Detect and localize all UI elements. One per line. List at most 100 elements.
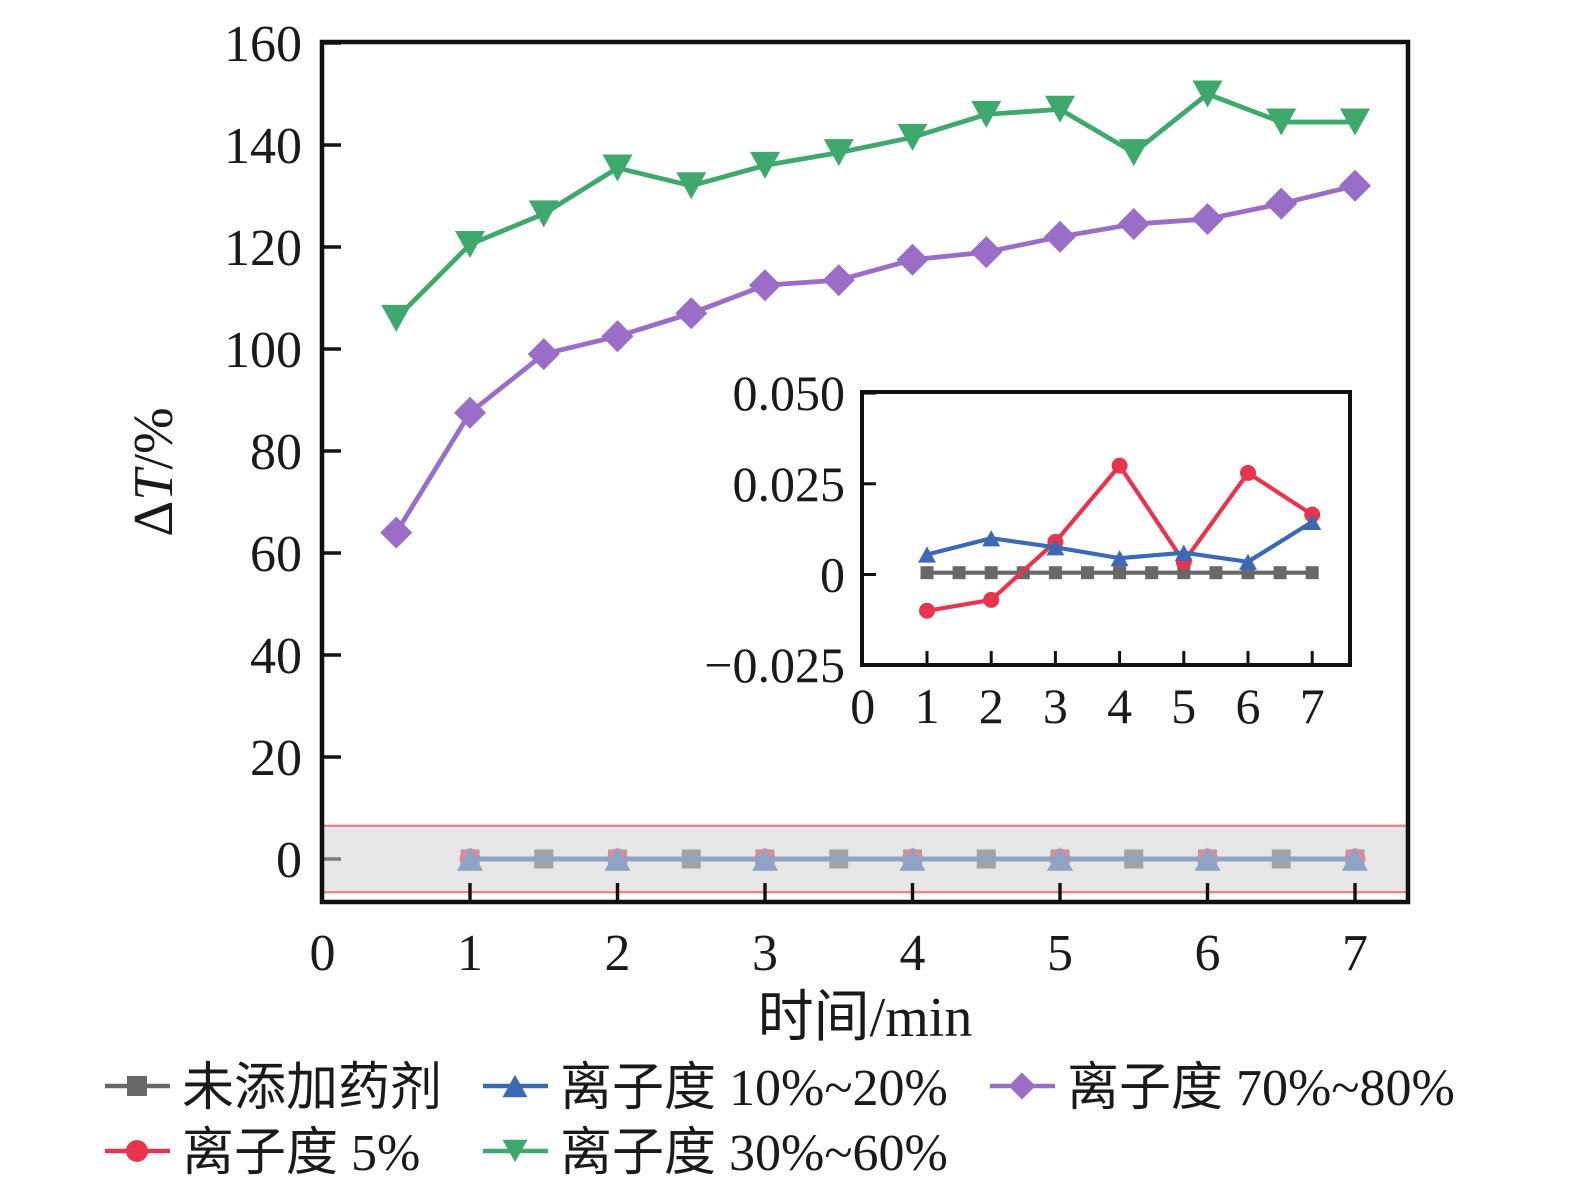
series-marker-diamond-purple (1044, 220, 1076, 253)
series-marker-triangle-up-blue (1239, 553, 1257, 570)
x-tick-label: 5 (1047, 925, 1073, 982)
series-marker-diamond-purple (1117, 208, 1150, 241)
y-tick-label: 0.025 (733, 456, 846, 512)
series-marker-triangle-down-green (381, 304, 412, 332)
series-marker-square-gray (1209, 566, 1223, 580)
series-marker-diamond-purple (601, 320, 634, 353)
y-tick-label: 0 (276, 832, 302, 889)
series-marker-triangle-down-green (750, 151, 780, 179)
y-tick-label: 20 (250, 730, 302, 787)
legend-entry: 未添加药剂 (105, 1060, 442, 1117)
series-marker-triangle-down-green (528, 200, 559, 228)
x-tick-label: 0 (850, 678, 875, 734)
x-tick-label: 1 (915, 678, 940, 734)
series-marker-triangle-down-green (897, 123, 928, 151)
x-tick-label: 2 (605, 925, 631, 982)
x-tick-label: 6 (1195, 925, 1221, 982)
legend-label: 离子度 70%~80% (1067, 1060, 1455, 1117)
series-line-green (394, 91, 1355, 321)
series-marker-triangle-up-blue (1110, 550, 1129, 567)
y-axis-label-T: T (123, 466, 185, 501)
legend-entry: 离子度 30%~60% (483, 1125, 948, 1182)
series-marker-square-gray (1048, 566, 1062, 580)
series-marker-circle-red (919, 602, 935, 619)
series-marker-triangle-down-green (823, 139, 854, 167)
legend: 未添加药剂 离子度 10%~20% 离子度 70%~80% 离子度 5% 离子度 30%… (105, 1060, 1455, 1182)
y-tick-label: 60 (250, 526, 302, 583)
series-marker-diamond-purple (1191, 202, 1224, 235)
legend-label: 未添加药剂 (182, 1060, 442, 1117)
series-marker-triangle-down-green (1340, 108, 1370, 136)
series-marker-triangle-down-green (971, 100, 1002, 128)
legend-label: 离子度 10%~20% (560, 1060, 948, 1117)
legend-marker-square (127, 1076, 147, 1096)
series-marker-triangle-down-green (1192, 80, 1223, 108)
legend-entry: 离子度 5% (105, 1125, 420, 1182)
x-tick-label: 3 (752, 925, 778, 982)
series-marker-triangle-up-blue (982, 530, 1001, 547)
series-marker-circle-red (1240, 464, 1256, 481)
series-marker-triangle-down-green (1045, 95, 1075, 123)
series-marker-diamond-purple (380, 516, 413, 549)
series-marker-triangle-down-green (455, 230, 485, 258)
series-marker-triangle-up-blue (1174, 544, 1193, 561)
x-tick-label: 4 (1107, 678, 1132, 734)
y-tick-label: 80 (250, 424, 302, 481)
x-tick-label: 7 (1300, 678, 1325, 734)
y-tick-label: 0.050 (733, 365, 846, 421)
y-tick-label: 140 (224, 118, 302, 175)
legend-entry: 离子度 10%~20% (483, 1060, 948, 1117)
x-tick-label: 5 (1171, 678, 1196, 734)
x-tick-label: 0 (310, 925, 336, 982)
series-marker-diamond-purple (454, 396, 486, 429)
series-marker-triangle-down-green (676, 172, 707, 200)
x-tick-label: 6 (1236, 678, 1261, 734)
legend-marker-circle (126, 1140, 148, 1162)
x-tick-label: 1 (457, 925, 483, 982)
series-marker-diamond-purple (970, 236, 1003, 269)
legend-entry: 离子度 70%~80% (990, 1060, 1455, 1117)
y-tick-label: 40 (250, 628, 302, 685)
series-marker-square-gray (1305, 566, 1319, 580)
series-marker-diamond-purple (896, 243, 929, 276)
series-marker-square-gray (1177, 566, 1191, 580)
y-tick-label: 0 (820, 547, 845, 603)
series-marker-diamond-purple (1339, 169, 1371, 202)
series-marker-square-gray (952, 566, 966, 580)
inset-plot-frame (860, 390, 1352, 667)
series-marker-diamond-purple (822, 264, 855, 297)
y-tick-label: −0.025 (704, 637, 845, 693)
legend-marker-diamond (1008, 1072, 1036, 1100)
series-marker-square-gray (1145, 566, 1159, 580)
legend-label: 离子度 5% (182, 1125, 420, 1182)
y-axis-label-delta: Δ (123, 501, 185, 537)
y-tick-label: 120 (224, 220, 302, 277)
series-marker-diamond-purple (527, 338, 560, 371)
series-marker-square-gray (920, 566, 934, 580)
series-marker-triangle-up-blue (1046, 539, 1065, 556)
y-tick-label: 160 (224, 16, 302, 73)
series-marker-triangle-up-blue (918, 546, 936, 563)
series-marker-square-gray (1273, 566, 1287, 580)
x-tick-label: 3 (1043, 678, 1068, 734)
series-marker-triangle-down-green (1118, 139, 1149, 167)
series-marker-circle-red (983, 591, 1000, 608)
y-axis-label-unit: /% (123, 407, 185, 469)
legend-label: 离子度 30%~60% (560, 1125, 948, 1182)
series-marker-diamond-purple (675, 297, 708, 330)
y-tick-label: 100 (224, 322, 302, 379)
legend-marker-triangle-down (502, 1139, 528, 1163)
series-marker-square-gray (984, 566, 998, 580)
zero-band (322, 825, 1408, 893)
series-marker-triangle-down-green (1266, 108, 1297, 136)
y-axis-label: ΔT/% (123, 407, 185, 536)
series-marker-triangle-up-blue (1303, 513, 1322, 530)
series-marker-circle-red (1111, 457, 1128, 474)
x-tick-label: 4 (900, 925, 926, 982)
x-tick-label: 7 (1342, 925, 1368, 982)
series-marker-square-gray (1113, 566, 1127, 580)
series-marker-triangle-down-green (602, 154, 633, 182)
